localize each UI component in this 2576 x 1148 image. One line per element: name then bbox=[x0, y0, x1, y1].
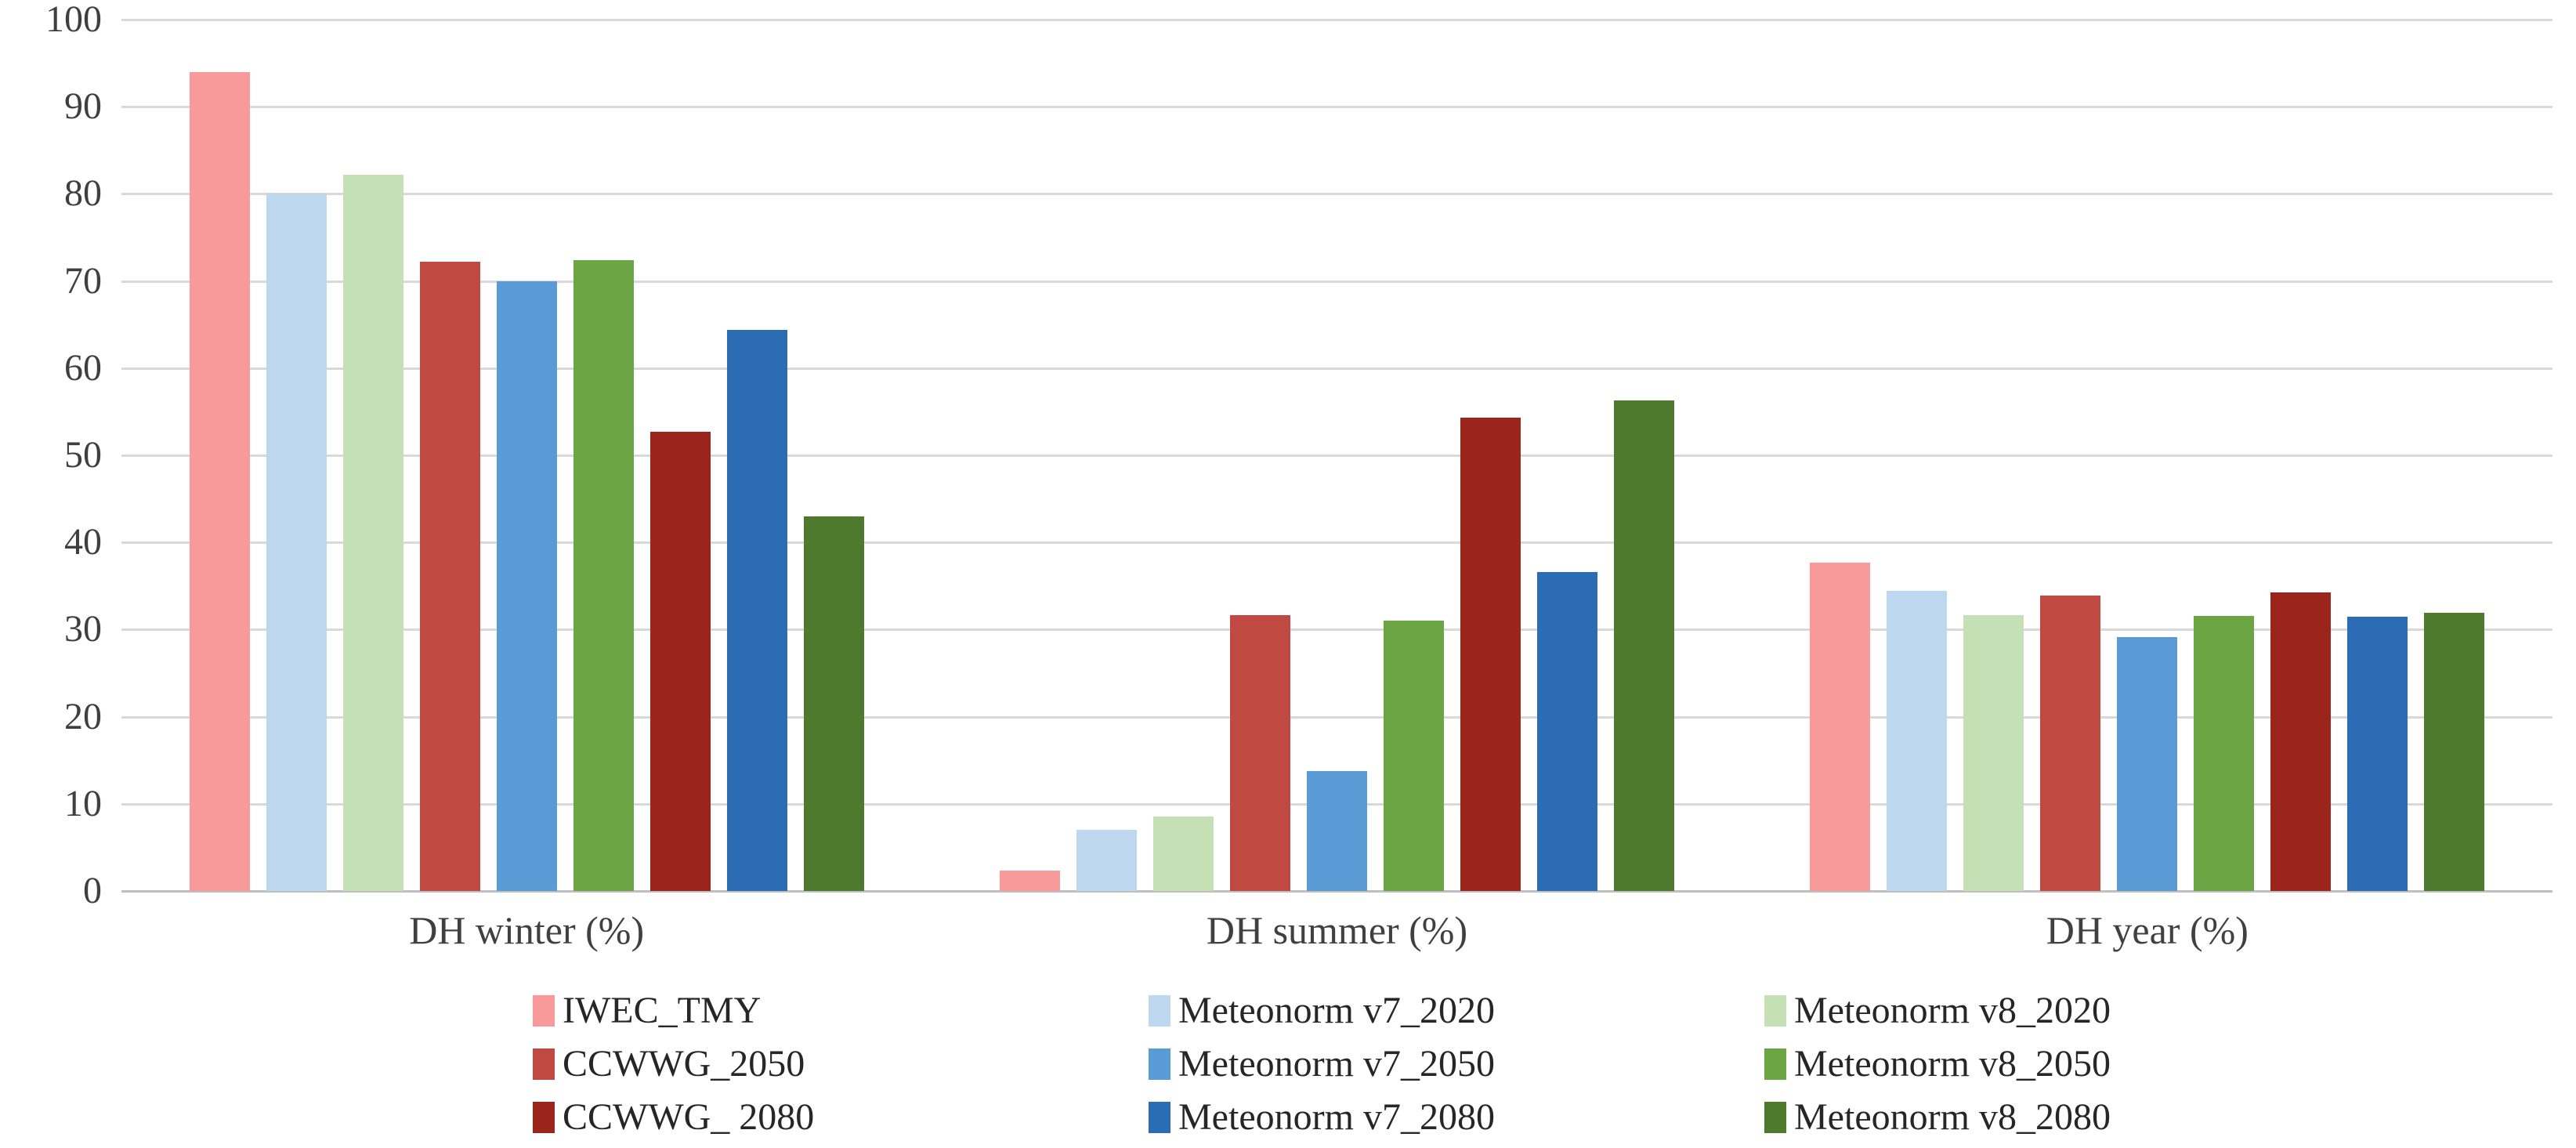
bar bbox=[1810, 562, 1871, 891]
legend-item: Meteonorm v7_2050 bbox=[1149, 1042, 1495, 1085]
gridline bbox=[121, 106, 2552, 109]
legend-item: CCWWG_ 2080 bbox=[533, 1095, 814, 1139]
bar bbox=[1383, 621, 1444, 891]
plot-area bbox=[121, 19, 2552, 893]
legend-label: CCWWG_ 2080 bbox=[563, 1096, 815, 1138]
bar bbox=[2347, 616, 2408, 891]
legend-label: Meteonorm v7_2080 bbox=[1178, 1096, 1495, 1138]
bar bbox=[649, 431, 711, 891]
legend-item: Meteonorm v8_2020 bbox=[1764, 989, 2111, 1032]
bar-group bbox=[932, 20, 1742, 891]
legend-label: Meteonorm v8_2050 bbox=[1794, 1043, 2111, 1085]
legend-item: CCWWG_2050 bbox=[533, 1042, 805, 1085]
bar bbox=[803, 516, 864, 891]
bar bbox=[496, 281, 557, 891]
bar bbox=[2040, 596, 2101, 891]
bar bbox=[999, 871, 1060, 891]
y-tick-label: 50 bbox=[64, 434, 102, 476]
bar bbox=[2270, 592, 2332, 891]
legend-swatch bbox=[533, 994, 555, 1027]
gridline bbox=[121, 367, 2552, 370]
bar bbox=[2117, 637, 2178, 891]
legend-item: Meteonorm v8_2050 bbox=[1764, 1042, 2111, 1085]
y-tick-label: 40 bbox=[64, 521, 102, 563]
bar bbox=[573, 259, 634, 891]
bar bbox=[189, 71, 250, 891]
gridline bbox=[121, 193, 2552, 196]
y-tick-label: 20 bbox=[64, 695, 102, 737]
bar bbox=[342, 174, 403, 891]
legend-swatch bbox=[1149, 1101, 1170, 1133]
gridline bbox=[121, 280, 2552, 283]
legend: IWEC_TMY Meteonorm v7_2020 Meteonorm v8_20… bbox=[0, 980, 2576, 1148]
bar bbox=[266, 194, 327, 891]
gridline bbox=[121, 541, 2552, 545]
gridline bbox=[121, 19, 2552, 21]
y-tick-label: 80 bbox=[64, 172, 102, 215]
y-tick-label: 0 bbox=[83, 870, 102, 911]
bar-group bbox=[121, 20, 932, 891]
legend-swatch bbox=[1149, 1048, 1170, 1080]
x-axis-labels: DH winter (%) DH summer (%) DH year (%) bbox=[121, 907, 2552, 953]
bar bbox=[1460, 418, 1521, 891]
legend-swatch bbox=[533, 1101, 555, 1133]
legend-swatch bbox=[1764, 994, 1786, 1027]
bar bbox=[1963, 614, 2024, 891]
legend-swatch bbox=[533, 1048, 555, 1080]
bar bbox=[1536, 572, 1597, 891]
category-label: DH winter (%) bbox=[409, 908, 645, 952]
bars-layer bbox=[121, 20, 2552, 891]
bar bbox=[726, 329, 787, 891]
legend-label: CCWWG_2050 bbox=[563, 1043, 805, 1085]
bar bbox=[1887, 591, 1948, 891]
y-tick-label: 90 bbox=[64, 85, 102, 128]
y-tick-label: 70 bbox=[64, 259, 102, 302]
y-tick-label: 30 bbox=[64, 608, 102, 650]
category-label: DH summer (%) bbox=[1206, 908, 1468, 952]
legend-item: IWEC_TMY bbox=[533, 989, 761, 1032]
bar bbox=[1076, 830, 1137, 891]
legend-swatch bbox=[1764, 1101, 1786, 1133]
y-tick-label: 10 bbox=[64, 782, 102, 824]
bar bbox=[1229, 614, 1290, 891]
legend-swatch bbox=[1764, 1048, 1786, 1080]
bar bbox=[1152, 817, 1214, 891]
legend-label: Meteonorm v7_2050 bbox=[1178, 1043, 1495, 1085]
category-label: DH year (%) bbox=[2046, 908, 2249, 952]
legend-item: Meteonorm v7_2020 bbox=[1149, 989, 1495, 1032]
gridline bbox=[121, 454, 2552, 457]
bar bbox=[419, 262, 480, 891]
legend-item: Meteonorm v8_2080 bbox=[1764, 1095, 2111, 1139]
x-axis-line bbox=[121, 890, 2552, 893]
y-tick-label: 60 bbox=[64, 346, 102, 389]
gridline bbox=[121, 628, 2552, 632]
bar bbox=[2194, 615, 2255, 891]
gridline bbox=[121, 715, 2552, 719]
bar bbox=[1306, 770, 1367, 891]
legend-item: Meteonorm v7_2080 bbox=[1149, 1095, 1495, 1139]
legend-label: Meteonorm v8_2020 bbox=[1794, 990, 2111, 1031]
bar bbox=[2424, 613, 2485, 891]
bar bbox=[1613, 400, 1674, 891]
legend-label: IWEC_TMY bbox=[563, 990, 762, 1031]
legend-label: Meteonorm v7_2020 bbox=[1178, 990, 1495, 1031]
legend-swatch bbox=[1149, 994, 1170, 1027]
bar-group bbox=[1742, 20, 2552, 891]
y-tick-label: 100 bbox=[45, 0, 102, 40]
legend-label: Meteonorm v8_2080 bbox=[1794, 1096, 2111, 1138]
